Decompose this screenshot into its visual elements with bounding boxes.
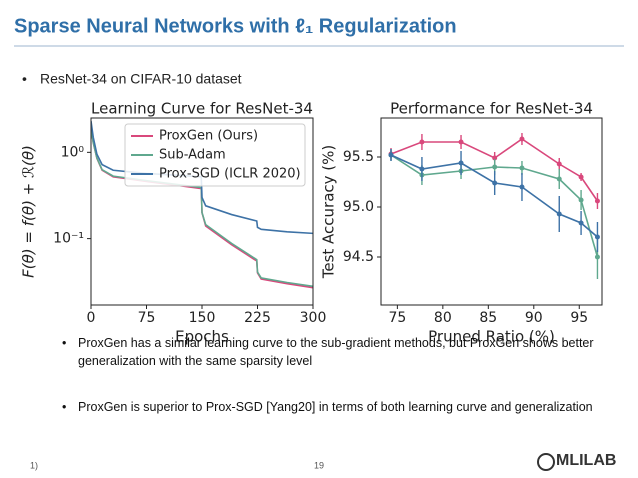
note: ProxGen has a similar learning curve to … (60, 334, 618, 370)
legend-label: Prox-SGD (ICLR 2020) (159, 167, 301, 182)
point (492, 180, 498, 186)
y-tick-label: 94.5 (343, 249, 374, 265)
point (594, 234, 600, 240)
point (594, 254, 600, 260)
point (492, 164, 498, 170)
point (492, 155, 498, 161)
x-tick-label: 300 (300, 310, 327, 326)
plot-frame (90, 117, 314, 306)
series-line (390, 154, 599, 258)
point (594, 198, 600, 204)
y-tick-label: 95.5 (343, 149, 374, 165)
x-tick-label: 95 (570, 310, 588, 326)
slide-title: Sparse Neural Networks with ℓ₁ Regulariz… (14, 15, 457, 37)
series-line (91, 121, 313, 235)
page-number: 19 (314, 460, 324, 470)
point (578, 197, 584, 203)
point (458, 160, 464, 166)
point (519, 165, 525, 171)
y-tick-label: 10⁻¹ (53, 231, 84, 247)
point (556, 176, 562, 182)
bullet-text: ResNet-34 on CIFAR-10 dataset (40, 71, 242, 87)
legend-box (124, 123, 306, 187)
series-line (91, 128, 313, 288)
legend-label: Sub-Adam (159, 148, 226, 163)
chart-title: Performance for ResNet-34 (390, 100, 593, 118)
logo-icon (537, 453, 555, 471)
y-axis-label: Test Accuracy (%) (320, 145, 338, 280)
point (556, 161, 562, 167)
point (578, 174, 584, 180)
plot-frame (380, 117, 603, 306)
bullet-dot: • (22, 71, 27, 87)
y-tick-label: 10⁰ (61, 144, 85, 160)
legend-label: ProxGen (Ours) (159, 129, 258, 144)
footer-left: 1) (30, 460, 38, 470)
point (578, 220, 584, 226)
x-tick-label: 90 (525, 310, 543, 326)
x-tick-label: 85 (479, 310, 497, 326)
x-tick-label: 75 (138, 310, 156, 326)
x-tick-label: 0 (87, 310, 96, 326)
y-tick-label: 95.0 (343, 199, 374, 215)
x-tick-label: 80 (434, 310, 452, 326)
point (519, 184, 525, 190)
point (458, 139, 464, 145)
point (388, 152, 394, 158)
y-axis-label: F(θ) = f(θ) + ℛ(θ) (20, 145, 38, 278)
point (419, 139, 425, 145)
point (556, 211, 562, 217)
note: ProxGen is superior to Prox-SGD [Yang20]… (60, 398, 618, 416)
point (419, 166, 425, 172)
x-tick-label: 150 (189, 310, 216, 326)
series-line (390, 154, 598, 238)
point (519, 136, 525, 142)
x-tick-label: 225 (244, 310, 271, 326)
x-tick-label: 75 (388, 310, 406, 326)
chart-title: Learning Curve for ResNet-34 (91, 100, 313, 118)
logo: MLILAB (556, 452, 616, 469)
series-line (390, 138, 599, 202)
